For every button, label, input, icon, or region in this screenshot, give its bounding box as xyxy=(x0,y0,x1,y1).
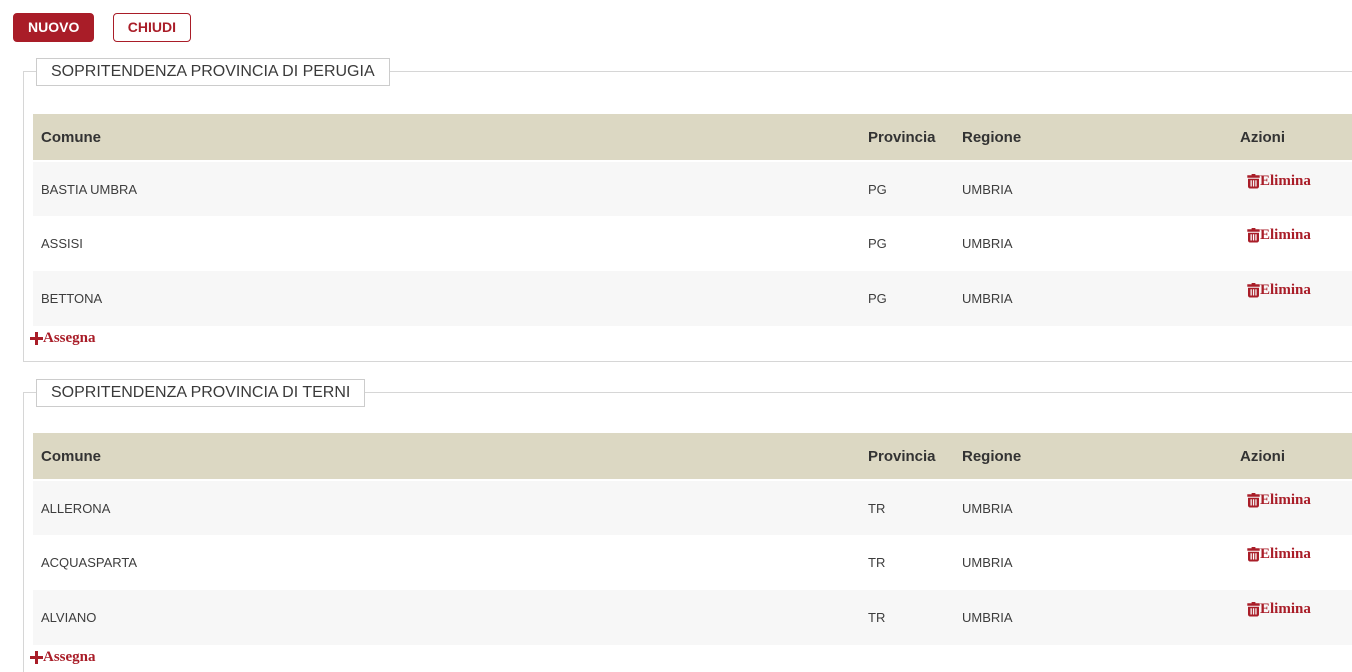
elimina-button[interactable]: Elimina xyxy=(1247,174,1311,189)
comune-cell: ASSISI xyxy=(41,236,83,251)
provincia-cell: TR xyxy=(868,610,886,625)
azioni-cell: Elimina xyxy=(1232,590,1352,645)
trash-icon xyxy=(1247,493,1260,508)
provincia-header: Provincia xyxy=(860,433,954,481)
comune-cell: ALLERONA xyxy=(41,500,111,516)
assegna-label: Assegna xyxy=(43,649,96,665)
trash-icon xyxy=(1247,283,1260,298)
assegna-button[interactable]: Assegna xyxy=(30,331,96,346)
table-row: ACQUASPARTA TR UMBRIA Elimina xyxy=(33,535,1352,590)
provincia-cell: PG xyxy=(868,236,887,251)
section-perugia: SOPRITENDENZA PROVINCIA DI PERUGIA Comun… xyxy=(23,58,1352,362)
regione-header: Regione xyxy=(954,433,1232,481)
provincia-cell: PG xyxy=(868,181,887,197)
comune-cell: BETTONA xyxy=(41,291,103,306)
comune-cell: ALVIANO xyxy=(41,610,97,625)
assegna-button[interactable]: Assegna xyxy=(30,650,96,665)
azioni-header: Azioni xyxy=(1232,433,1352,481)
elimina-button[interactable]: Elimina xyxy=(1247,602,1311,617)
table-row: BETTONA PG UMBRIA Elimina xyxy=(33,271,1352,326)
table-row: ALLERONA TR UMBRIA Elimina xyxy=(33,480,1352,535)
chiudi-button[interactable]: CHIUDI xyxy=(112,13,192,42)
comune-cell: ACQUASPARTA xyxy=(41,555,138,570)
provincia-cell: TR xyxy=(868,500,886,516)
section-legend: SOPRITENDENZA PROVINCIA DI TERNI xyxy=(36,379,366,407)
plus-icon xyxy=(30,651,43,664)
assegna-label: Assegna xyxy=(43,330,96,346)
azioni-cell: Elimina xyxy=(1232,271,1352,326)
trash-icon xyxy=(1247,602,1260,617)
provincia-cell: PG xyxy=(868,291,887,306)
provincia-header: Provincia xyxy=(860,114,954,162)
trash-icon xyxy=(1247,174,1260,189)
comune-header: Comune xyxy=(33,114,860,162)
plus-icon xyxy=(30,332,43,345)
regione-cell: UMBRIA xyxy=(962,610,1013,625)
elimina-label: Elimina xyxy=(1260,227,1311,243)
azioni-header: Azioni xyxy=(1232,114,1352,162)
table-header-row: Comune Provincia Regione Azioni xyxy=(33,433,1352,481)
trash-icon xyxy=(1247,228,1260,243)
comuni-table-terni: Comune Provincia Regione Azioni ALLERONA… xyxy=(33,433,1352,645)
comuni-table-perugia: Comune Provincia Regione Azioni BASTIA U… xyxy=(33,114,1352,326)
elimina-button[interactable]: Elimina xyxy=(1247,228,1311,243)
azioni-cell: Elimina xyxy=(1232,216,1352,271)
elimina-label: Elimina xyxy=(1260,282,1311,298)
regione-cell: UMBRIA xyxy=(962,181,1013,197)
trash-icon xyxy=(1247,547,1260,562)
azioni-cell: Elimina xyxy=(1232,161,1352,216)
elimina-label: Elimina xyxy=(1260,601,1311,617)
comune-header: Comune xyxy=(33,433,860,481)
regione-cell: UMBRIA xyxy=(962,500,1013,516)
regione-header: Regione xyxy=(954,114,1232,162)
table-row: ASSISI PG UMBRIA Elimina xyxy=(33,216,1352,271)
table-header-row: Comune Provincia Regione Azioni xyxy=(33,114,1352,162)
table-row: BASTIA UMBRA PG UMBRIA Elimina xyxy=(33,161,1352,216)
azioni-cell: Elimina xyxy=(1232,480,1352,535)
azioni-cell: Elimina xyxy=(1232,535,1352,590)
regione-cell: UMBRIA xyxy=(962,555,1013,570)
elimina-label: Elimina xyxy=(1260,546,1311,562)
elimina-button[interactable]: Elimina xyxy=(1247,547,1311,562)
elimina-label: Elimina xyxy=(1260,173,1311,189)
assegna-row: Assegna xyxy=(30,650,1352,669)
nuovo-button[interactable]: NUOVO xyxy=(13,13,95,42)
section-legend: SOPRITENDENZA PROVINCIA DI PERUGIA xyxy=(36,58,390,86)
assegna-row: Assegna xyxy=(30,331,1352,350)
toolbar: NUOVO CHIUDI xyxy=(0,0,1352,42)
regione-cell: UMBRIA xyxy=(962,291,1013,306)
elimina-label: Elimina xyxy=(1260,492,1311,508)
provincia-cell: TR xyxy=(868,555,886,570)
section-terni: SOPRITENDENZA PROVINCIA DI TERNI Comune … xyxy=(23,379,1352,672)
comune-cell: BASTIA UMBRA xyxy=(41,181,138,197)
elimina-button[interactable]: Elimina xyxy=(1247,283,1311,298)
regione-cell: UMBRIA xyxy=(962,236,1013,251)
elimina-button[interactable]: Elimina xyxy=(1247,493,1311,508)
table-row: ALVIANO TR UMBRIA Elimina xyxy=(33,590,1352,645)
